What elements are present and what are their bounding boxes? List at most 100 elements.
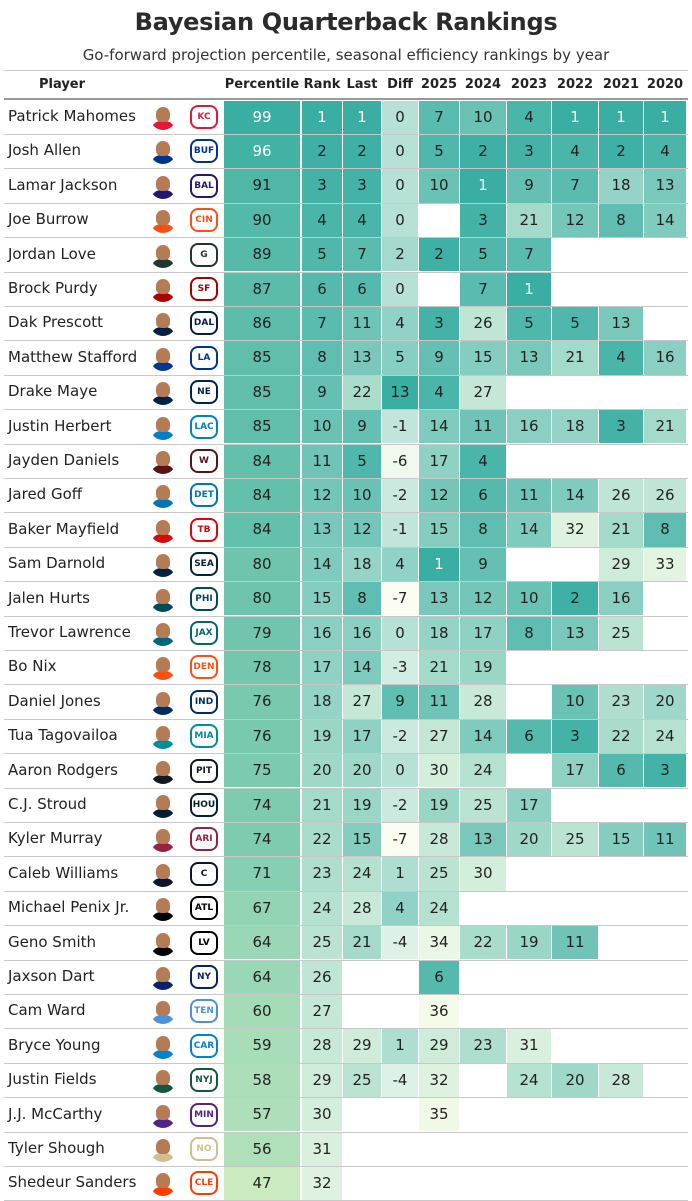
cell-percentile: 85 — [224, 410, 300, 444]
headshot-jersey-icon — [151, 396, 175, 406]
cell-last: 4 — [343, 203, 381, 238]
team-logo-icon: MIN — [190, 1102, 218, 1127]
cell-2024: 27 — [460, 375, 506, 410]
cell-2024: 19 — [460, 650, 506, 685]
cell-rank: 29 — [302, 1063, 342, 1098]
cell-2022: 2 — [552, 582, 598, 616]
team-logo-icon: LV — [190, 930, 218, 955]
team-logo-icon: DAL — [190, 311, 218, 336]
cell-percentile: 84 — [224, 478, 300, 513]
team-logo-icon: JAX — [190, 621, 218, 645]
header-rule — [4, 98, 688, 100]
player-headshot-icon — [150, 448, 176, 474]
cell-2025 — [419, 1167, 459, 1200]
headshot-face-icon — [156, 1035, 170, 1051]
headshot-face-icon — [156, 1104, 170, 1120]
cell-percentile: 90 — [224, 203, 300, 238]
player-headshot-icon — [150, 586, 176, 612]
cell-2024: 15 — [460, 341, 506, 375]
headshot-face-icon — [156, 726, 170, 742]
headshot-jersey-icon — [151, 224, 175, 234]
cell-2025: 7 — [419, 100, 459, 134]
cell-2022: 25 — [552, 822, 598, 857]
cell-2020 — [644, 582, 686, 615]
cell-percentile: 96 — [224, 134, 300, 169]
cell-2023: 4 — [507, 100, 551, 134]
cell-2025: 28 — [419, 822, 459, 857]
cell-2020 — [644, 1133, 686, 1166]
cell-last — [343, 1167, 381, 1200]
team-logo-icon: BAL — [190, 173, 218, 198]
headshot-jersey-icon — [151, 568, 175, 578]
cell-diff: 4 — [382, 891, 418, 926]
player-name: Jared Goff — [8, 485, 83, 504]
cell-2023: 6 — [507, 719, 551, 754]
headshot-face-icon — [156, 485, 170, 501]
headshot-face-icon — [156, 244, 170, 260]
cell-2020 — [644, 1167, 686, 1200]
cell-2023 — [507, 685, 551, 718]
cell-2025: 25 — [419, 857, 459, 891]
team-logo-icon: W — [190, 449, 218, 473]
cell-2021 — [599, 1098, 643, 1131]
cell-2020 — [644, 961, 686, 994]
cell-diff: 1 — [382, 1029, 418, 1063]
cell-percentile: 78 — [224, 650, 300, 685]
player-headshot-icon — [150, 654, 176, 681]
headshot-jersey-icon — [151, 1015, 175, 1025]
player-headshot-icon — [150, 1102, 176, 1128]
player-name: Cam Ward — [8, 1001, 86, 1020]
cell-rank: 18 — [302, 685, 342, 719]
cell-2024: 5 — [460, 238, 506, 272]
cell-2025: 19 — [419, 788, 459, 822]
player-name: J.J. McCarthy — [8, 1104, 103, 1123]
cell-2021 — [599, 376, 643, 409]
cell-rank: 26 — [302, 960, 342, 994]
cell-2021: 28 — [599, 1063, 643, 1098]
cell-percentile: 60 — [224, 994, 300, 1029]
cell-rank: 2 — [302, 134, 342, 169]
row-rule — [4, 753, 688, 755]
headshot-jersey-icon — [151, 361, 175, 371]
cell-2021: 25 — [599, 616, 643, 650]
row-rule — [4, 1131, 688, 1133]
cell-2024: 24 — [460, 754, 506, 788]
cell-2024: 6 — [460, 478, 506, 513]
cell-diff: 4 — [382, 306, 418, 341]
cell-last: 1 — [343, 100, 381, 134]
cell-2020: 21 — [644, 410, 686, 444]
player-name: Jordan Love — [8, 244, 96, 263]
cell-percentile: 76 — [224, 685, 300, 719]
cell-rank: 7 — [302, 306, 342, 341]
cell-rank: 22 — [302, 822, 342, 857]
team-logo-icon: CAR — [190, 1033, 218, 1058]
row-rule — [4, 512, 688, 514]
cell-percentile: 86 — [224, 306, 300, 341]
cell-percentile: 67 — [224, 891, 300, 926]
cell-2020 — [644, 376, 686, 409]
cell-percentile: 87 — [224, 272, 300, 306]
cell-2021: 18 — [599, 169, 643, 203]
headshot-face-icon — [156, 1173, 170, 1189]
headshot-jersey-icon — [151, 533, 175, 543]
team-logo-icon: DEN — [190, 655, 218, 680]
cell-2023 — [507, 548, 551, 581]
cell-2020 — [644, 238, 686, 271]
cell-last: 10 — [343, 478, 381, 513]
cell-2025: 14 — [419, 410, 459, 444]
cell-percentile: 85 — [224, 375, 300, 410]
cell-percentile: 56 — [224, 1132, 300, 1166]
headshot-jersey-icon — [151, 740, 175, 750]
column-header-2025: 2025 — [420, 77, 458, 92]
headshot-jersey-icon — [151, 809, 175, 818]
cell-rank: 31 — [302, 1132, 342, 1166]
player-name: Tua Tagovailoa — [8, 726, 118, 745]
row-rule — [4, 959, 688, 961]
cell-2024: 1 — [460, 169, 506, 203]
cell-2025: 5 — [419, 134, 459, 169]
cell-2022 — [552, 651, 598, 684]
cell-2021 — [599, 238, 643, 271]
cell-2025: 34 — [419, 926, 459, 960]
cell-2022 — [552, 376, 598, 409]
